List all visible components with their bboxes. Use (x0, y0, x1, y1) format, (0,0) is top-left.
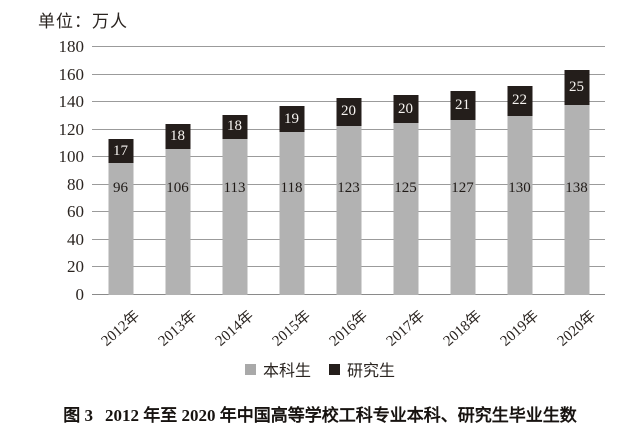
y-tick-label-40: 40 (67, 229, 84, 249)
undergrad-segment (108, 162, 133, 295)
bar-group-2017年: 20 125 2017年 (377, 47, 434, 350)
undergrad-segment (222, 139, 247, 295)
grad-value-label: 25 (569, 79, 584, 96)
stacked-bar-2013年: 18 106 (165, 124, 190, 295)
gridline-180 (92, 46, 605, 47)
grad-value-label: 19 (284, 110, 299, 127)
bar-slots: 17 96 2012年 18 106 2013年 18 113 2014年 19 118 2015年 2… (92, 47, 605, 350)
stacked-bar-2017年: 20 125 (393, 95, 418, 295)
grad-value-label: 20 (341, 103, 356, 120)
undergrad-value-label: 96 (113, 180, 128, 196)
grad-segment: 18 (222, 114, 247, 140)
stacked-bar-2015年: 19 118 (279, 106, 304, 295)
bar-group-2015年: 19 118 2015年 (263, 47, 320, 350)
undergrad-swatch-icon (244, 363, 256, 375)
grad-segment: 21 (450, 91, 475, 121)
bar-group-2016年: 20 123 2016年 (320, 47, 377, 350)
stacked-bar-2020年: 25 138 (564, 70, 589, 295)
undergrad-segment (165, 148, 190, 295)
legend-item-grad: 研究生 (329, 357, 395, 381)
x-tick-label-2012年: 2012年 (99, 308, 144, 350)
y-axis: 0 20 40 60 80 100 120 140 160 180 (0, 37, 85, 304)
grad-swatch-icon (329, 363, 340, 375)
figure-number: 图 3 (63, 406, 93, 425)
grad-value-label: 18 (170, 128, 185, 145)
figure-caption-text: 2012 年至 2020 年中国高等学校工科专业本科、研究生毕业生数 (105, 406, 577, 425)
y-tick-label-120: 120 (58, 119, 85, 139)
undergrad-value-label: 130 (508, 180, 531, 196)
undergrad-value-label: 138 (565, 180, 588, 196)
y-tick-label-160: 160 (58, 64, 85, 84)
grad-segment: 20 (336, 97, 361, 126)
grad-value-label: 22 (512, 92, 527, 109)
unit-label: 单位：万人 (38, 12, 128, 31)
undergrad-segment (393, 122, 418, 295)
x-tick-label-2013年: 2013年 (156, 308, 201, 350)
grad-segment: 22 (507, 85, 532, 116)
y-tick-label-60: 60 (67, 202, 84, 222)
plot-area: 17 96 2012年 18 106 2013年 18 113 2014年 19 118 2015年 2… (92, 46, 605, 350)
stacked-bar-2016年: 20 123 (336, 97, 361, 295)
x-tick-label-2015年: 2015年 (270, 308, 315, 350)
x-tick-label-2014年: 2014年 (213, 308, 258, 350)
grad-segment: 17 (108, 139, 133, 163)
y-tick-label-0: 0 (75, 285, 85, 304)
stacked-bar-2014年: 18 113 (222, 114, 247, 295)
y-tick-label-140: 140 (58, 92, 85, 112)
undergrad-value-label: 127 (451, 180, 474, 196)
undergrad-segment (336, 125, 361, 295)
x-tick-label-2018年: 2018年 (441, 308, 486, 350)
grad-segment: 25 (564, 70, 589, 105)
undergrad-segment (507, 115, 532, 295)
undergrad-segment (564, 104, 589, 295)
bar-group-2013年: 18 106 2013年 (149, 47, 206, 350)
undergrad-value-label: 106 (166, 180, 189, 196)
x-tick-label-2019年: 2019年 (498, 308, 543, 350)
grad-segment: 20 (393, 95, 418, 123)
legend: 本科生 研究生 (0, 357, 640, 381)
bar-group-2018年: 21 127 2018年 (434, 47, 491, 350)
stacked-bar-2018年: 21 127 (450, 91, 475, 295)
y-tick-label-20: 20 (67, 257, 84, 277)
figure-caption: 图 3 2012 年至 2020 年中国高等学校工科专业本科、研究生毕业生数 (0, 401, 640, 426)
undergrad-segment (450, 120, 475, 295)
grad-value-label: 20 (398, 100, 413, 117)
grad-segment: 18 (165, 124, 190, 149)
grad-segment: 19 (279, 106, 304, 133)
undergrad-value-label: 118 (280, 180, 303, 196)
legend-item-undergrad: 本科生 (244, 357, 311, 381)
undergrad-value-label: 125 (394, 180, 417, 196)
bar-group-2020年: 25 138 2020年 (548, 47, 605, 350)
legend-label-grad: 研究生 (347, 363, 396, 380)
bar-group-2014年: 18 113 2014年 (206, 47, 263, 350)
y-tick-label-180: 180 (58, 37, 85, 56)
grad-value-label: 17 (113, 142, 128, 159)
stacked-bar-2012年: 17 96 (108, 139, 133, 295)
grad-value-label: 18 (227, 118, 242, 135)
bar-group-2012年: 17 96 2012年 (92, 47, 149, 350)
undergrad-value-label: 113 (223, 180, 246, 196)
x-tick-label-2017年: 2017年 (384, 308, 429, 350)
grad-value-label: 21 (455, 97, 470, 114)
gridline-160 (92, 73, 605, 75)
bar-group-2019年: 22 130 2019年 (491, 47, 548, 350)
x-tick-label-2016年: 2016年 (327, 308, 372, 350)
y-tick-label-100: 100 (58, 147, 85, 167)
undergrad-value-label: 123 (337, 180, 360, 196)
x-tick-label-2020年: 2020年 (555, 308, 600, 350)
undergrad-segment (279, 132, 304, 295)
y-tick-label-80: 80 (67, 174, 84, 194)
legend-label-undergrad: 本科生 (262, 363, 311, 380)
stacked-bar-2019年: 22 130 (507, 85, 532, 295)
